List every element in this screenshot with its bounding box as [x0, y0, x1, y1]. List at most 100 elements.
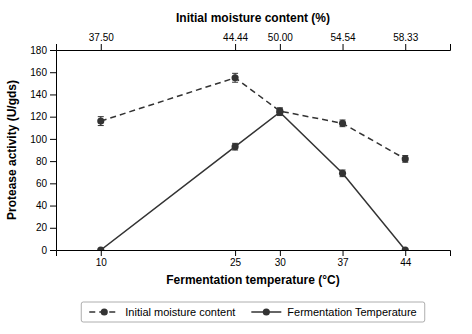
tick-label: 40 — [36, 200, 48, 211]
error-bar — [232, 73, 238, 82]
y-axis-title: Protease activity (U/gds) — [5, 80, 19, 220]
tick: 0 — [41, 245, 56, 256]
series — [97, 109, 409, 250]
marks — [97, 73, 409, 250]
tick-mark — [50, 206, 56, 207]
tick-mark — [50, 250, 56, 251]
tick-label: 100 — [30, 134, 47, 145]
tick: 180 — [30, 45, 56, 56]
tick-label: 0 — [41, 245, 47, 256]
tick: 25 — [230, 250, 242, 268]
tick: 10 — [96, 250, 108, 268]
chart: 10 25 30 37 44 37.50 44.44 50.00 54.54 58.33 0 20 40… — [0, 0, 472, 334]
tick-mark — [101, 44, 102, 50]
tick: 44 — [400, 250, 412, 268]
tick: 37 — [337, 250, 349, 268]
tick: 40 — [36, 200, 56, 211]
tick: 80 — [36, 156, 56, 167]
line — [101, 78, 405, 159]
tick: 50.00 — [268, 32, 293, 50]
tick-mark — [405, 44, 406, 50]
tick: 140 — [30, 89, 56, 100]
tick-mark — [50, 72, 56, 73]
tick-label: 80 — [36, 156, 48, 167]
marker — [402, 155, 409, 162]
marker — [232, 74, 239, 81]
marker — [339, 120, 346, 127]
axis-line — [57, 251, 451, 257]
tick-mark — [235, 250, 236, 256]
tick-label: 60 — [36, 178, 48, 189]
error-bar — [232, 143, 238, 150]
error-bar — [402, 156, 408, 163]
tick-mark — [343, 44, 344, 50]
tick-mark — [101, 250, 102, 256]
tick-label: 44.44 — [223, 32, 248, 43]
tick-mark — [235, 44, 236, 50]
x-axis: 10 25 30 37 44 — [57, 250, 451, 268]
tick-label: 10 — [96, 257, 108, 268]
marker — [402, 246, 409, 250]
tick-mark — [280, 250, 281, 256]
legend-entry: Fermentation Temperature — [251, 306, 416, 318]
tick-mark — [280, 44, 281, 50]
tick: 100 — [30, 134, 56, 145]
tick-label: 50.00 — [268, 32, 293, 43]
tick-mark — [50, 228, 56, 229]
tick-mark — [50, 183, 56, 184]
tick-label: 37 — [337, 257, 349, 268]
tick-label: 44 — [400, 257, 412, 268]
tick-label: 160 — [30, 67, 47, 78]
series — [97, 73, 409, 162]
legend-marker — [101, 308, 108, 315]
marker — [97, 246, 104, 250]
tick: 30 — [275, 250, 287, 268]
axis-line — [57, 44, 451, 51]
error-bar — [340, 170, 346, 177]
tick-label: 58.33 — [393, 32, 418, 43]
axis-line — [50, 51, 57, 251]
error-bar — [98, 117, 104, 126]
x2-axis-title: Initial moisture content (%) — [176, 11, 330, 25]
tick-label: 140 — [30, 89, 47, 100]
error-bar — [277, 109, 283, 116]
tick: 54.54 — [331, 32, 356, 50]
legend-label: Initial moisture content — [125, 306, 235, 318]
marker — [339, 170, 346, 177]
legend-entry: Initial moisture content — [89, 306, 235, 318]
y-axis: 0 20 40 60 80 100 120 140 160 180 — [30, 45, 56, 256]
tick-mark — [50, 94, 56, 95]
tick: 60 — [36, 178, 56, 189]
line — [101, 112, 405, 250]
tick-label: 25 — [230, 257, 242, 268]
tick-label: 180 — [30, 45, 47, 56]
legend-frame — [81, 302, 424, 322]
tick-label: 30 — [275, 257, 287, 268]
tick-mark — [50, 117, 56, 118]
tick-mark — [405, 250, 406, 256]
error-bar — [340, 120, 346, 127]
tick: 20 — [36, 222, 56, 233]
tick-mark — [50, 50, 56, 51]
tick-mark — [50, 161, 56, 162]
marker — [276, 109, 283, 116]
tick: 44.44 — [223, 32, 248, 50]
legend-label: Fermentation Temperature — [287, 306, 416, 318]
tick: 58.33 — [393, 32, 418, 50]
tick-mark — [50, 139, 56, 140]
x-axis-title: Fermentation temperature (°C) — [166, 273, 340, 287]
plot: 10 25 30 37 44 37.50 44.44 50.00 54.54 58.33 0 20 40… — [5, 11, 451, 287]
tick: 160 — [30, 67, 56, 78]
marker — [232, 143, 239, 150]
tick: 37.50 — [89, 32, 114, 50]
tick-label: 37.50 — [89, 32, 114, 43]
legend: Initial moisture content Fermentation Tem… — [81, 302, 424, 322]
tick-label: 120 — [30, 111, 47, 122]
marker — [97, 118, 104, 125]
x2-axis: 37.50 44.44 50.00 54.54 58.33 — [57, 32, 451, 51]
tick: 120 — [30, 111, 56, 122]
tick-label: 54.54 — [331, 32, 356, 43]
tick-mark — [343, 250, 344, 256]
tick-label: 20 — [36, 222, 48, 233]
legend-marker — [263, 308, 270, 315]
